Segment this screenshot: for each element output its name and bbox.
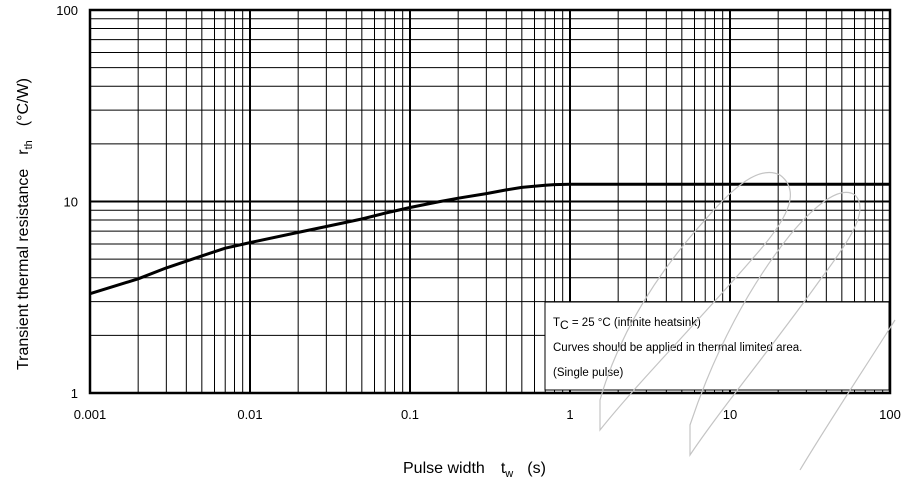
- y-tick-label: 10: [64, 195, 78, 210]
- y-tick-label: 1: [71, 386, 78, 401]
- x-tick-label: 100: [879, 407, 901, 422]
- plot-frame: [88, 8, 892, 395]
- y-tick-labels: 1 10 100: [56, 3, 78, 401]
- x-axis-label: Pulse width tw (s): [403, 460, 546, 480]
- y-tick-label: 100: [56, 3, 78, 18]
- x-tick-labels: 0.001 0.01 0.1 1 10 100: [74, 407, 901, 422]
- annotation-box: TC = 25 °C (infinite heatsink) Curves sh…: [544, 301, 890, 391]
- x-tick-label: 1: [566, 407, 573, 422]
- annotation-background: [544, 301, 890, 391]
- curve-layer: [89, 182, 890, 296]
- watermark: [599, 171, 896, 471]
- x-tick-label: 0.1: [401, 407, 419, 422]
- annotation-condition: TC = 25 °C (infinite heatsink): [553, 317, 701, 332]
- annotation-line-3: (Single pulse): [553, 367, 623, 379]
- thermal-resistance-curve: [89, 182, 890, 296]
- y-axis-label: Transient thermal resistancerth(°C/W): [15, 78, 35, 370]
- x-tick-label: 0.01: [237, 407, 262, 422]
- x-tick-label: 10: [723, 407, 737, 422]
- annotation-line-2: Curves should be applied in thermal limi…: [553, 342, 802, 354]
- x-tick-label: 0.001: [74, 407, 107, 422]
